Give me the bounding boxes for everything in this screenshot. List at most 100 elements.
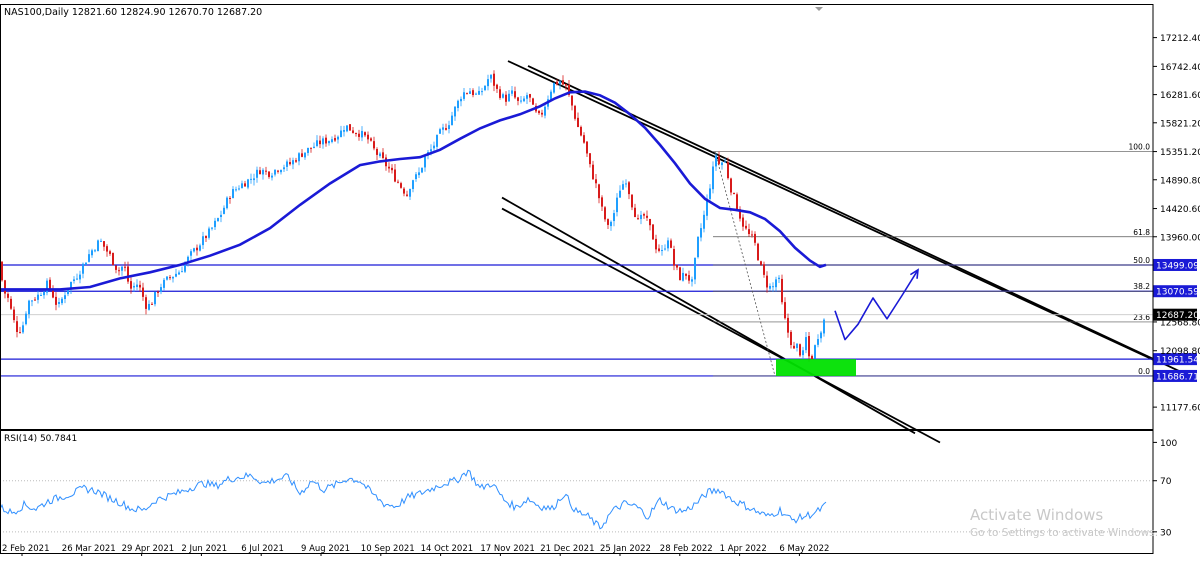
bullish-candle (511, 90, 513, 94)
time-axis-label: 6 Jul 2021 (241, 544, 284, 554)
annotations (776, 268, 919, 376)
bearish-candle (106, 246, 108, 252)
bullish-candle (412, 180, 414, 189)
bullish-candle (439, 129, 441, 134)
bullish-candle (625, 183, 627, 185)
level-price-tag (1153, 285, 1197, 298)
bullish-candle (682, 272, 684, 281)
bearish-candle (517, 97, 519, 101)
bearish-candle (268, 171, 270, 177)
price-axis-label: 16742.40 (1160, 63, 1200, 73)
bullish-candle (304, 152, 306, 158)
bearish-candle (634, 207, 636, 218)
bullish-candle (271, 175, 273, 178)
bearish-candle (127, 266, 129, 282)
bullish-candle (709, 188, 711, 199)
bullish-candle (622, 184, 624, 190)
bearish-candle (649, 218, 651, 226)
bullish-candle (88, 254, 90, 262)
bullish-candle (238, 188, 240, 190)
bearish-candle (532, 98, 534, 105)
bullish-candle (463, 92, 465, 99)
bullish-candle (61, 298, 63, 304)
bullish-candle (805, 337, 807, 351)
bullish-candle (37, 294, 39, 300)
bearish-candle (391, 167, 393, 171)
bullish-candle (58, 301, 60, 304)
bullish-candle (154, 291, 156, 305)
bullish-candle (235, 189, 237, 191)
bullish-candle (214, 220, 216, 228)
time-axis-label: 6 May 2022 (779, 544, 829, 554)
bullish-candle (73, 279, 75, 282)
fib-level-label: 38.2 (1133, 282, 1150, 291)
bullish-candle (211, 227, 213, 229)
chart-title: NAS100,Daily 12821.60 12824.90 12670.70 … (4, 7, 262, 18)
bullish-candle (814, 345, 816, 359)
bullish-candle (91, 250, 93, 256)
bearish-candle (112, 252, 114, 266)
level-price-label: 13499.09 (1156, 261, 1199, 271)
bullish-candle (769, 285, 771, 289)
rsi-panel (0, 469, 1153, 533)
bullish-candle (70, 281, 72, 289)
bullish-candle (409, 189, 411, 197)
moving-average (0, 90, 827, 291)
bearish-candle (151, 303, 153, 305)
time-axis-label: 29 Apr 2021 (122, 544, 175, 554)
bearish-candle (658, 248, 660, 251)
bullish-candle (424, 156, 426, 168)
bearish-candle (259, 170, 261, 175)
bearish-candle (205, 236, 207, 239)
bullish-candle (724, 161, 726, 163)
bearish-candle (562, 80, 564, 85)
bearish-candle (349, 124, 351, 131)
bullish-candle (136, 284, 138, 288)
bullish-candle (148, 303, 150, 310)
bearish-candle (565, 84, 567, 86)
rsi-panel-frame (0, 430, 1154, 554)
bearish-candle (757, 243, 759, 261)
bearish-candle (577, 117, 579, 128)
bullish-candle (82, 263, 84, 274)
fib-level-label: 61.8 (1133, 228, 1150, 237)
bullish-candle (796, 343, 798, 348)
price-panel-frame (0, 4, 1154, 430)
scroll-marker-icon (815, 7, 823, 11)
bearish-candle (52, 289, 54, 298)
bullish-candle (640, 214, 642, 220)
bearish-candle (637, 218, 639, 220)
channel-line-upper (507, 60, 1161, 364)
time-axis-label: 9 Aug 2021 (301, 544, 350, 554)
bullish-candle (433, 145, 435, 149)
bearish-candle (394, 169, 396, 182)
bullish-candle (697, 236, 699, 258)
bearish-candle (733, 193, 735, 195)
bearish-candle (496, 84, 498, 89)
bullish-candle (436, 134, 438, 147)
bearish-candle (754, 233, 756, 243)
bearish-candle (13, 309, 15, 321)
bearish-candle (574, 105, 576, 119)
bearish-candle (514, 91, 516, 98)
bearish-candle (4, 280, 6, 294)
bearish-candle (589, 153, 591, 165)
level-price-label: 13070.59 (1156, 288, 1199, 298)
bullish-candle (550, 91, 552, 100)
bullish-candle (286, 161, 288, 167)
price-axis-label: 14420.60 (1160, 205, 1200, 215)
bullish-candle (820, 332, 822, 339)
bullish-candle (46, 280, 48, 293)
bullish-candle (442, 127, 444, 130)
bullish-candle (22, 325, 24, 333)
bullish-candle (421, 167, 423, 173)
axes: 17212.40 16742.40 16281.60 15821.20 15351.20… (0, 4, 1200, 556)
bullish-candle (454, 106, 456, 117)
bullish-candle (715, 155, 717, 167)
bearish-candle (319, 140, 321, 145)
rsi-axis-label: 30 (1160, 528, 1172, 538)
bearish-candle (736, 194, 738, 211)
bullish-candle (772, 286, 774, 288)
